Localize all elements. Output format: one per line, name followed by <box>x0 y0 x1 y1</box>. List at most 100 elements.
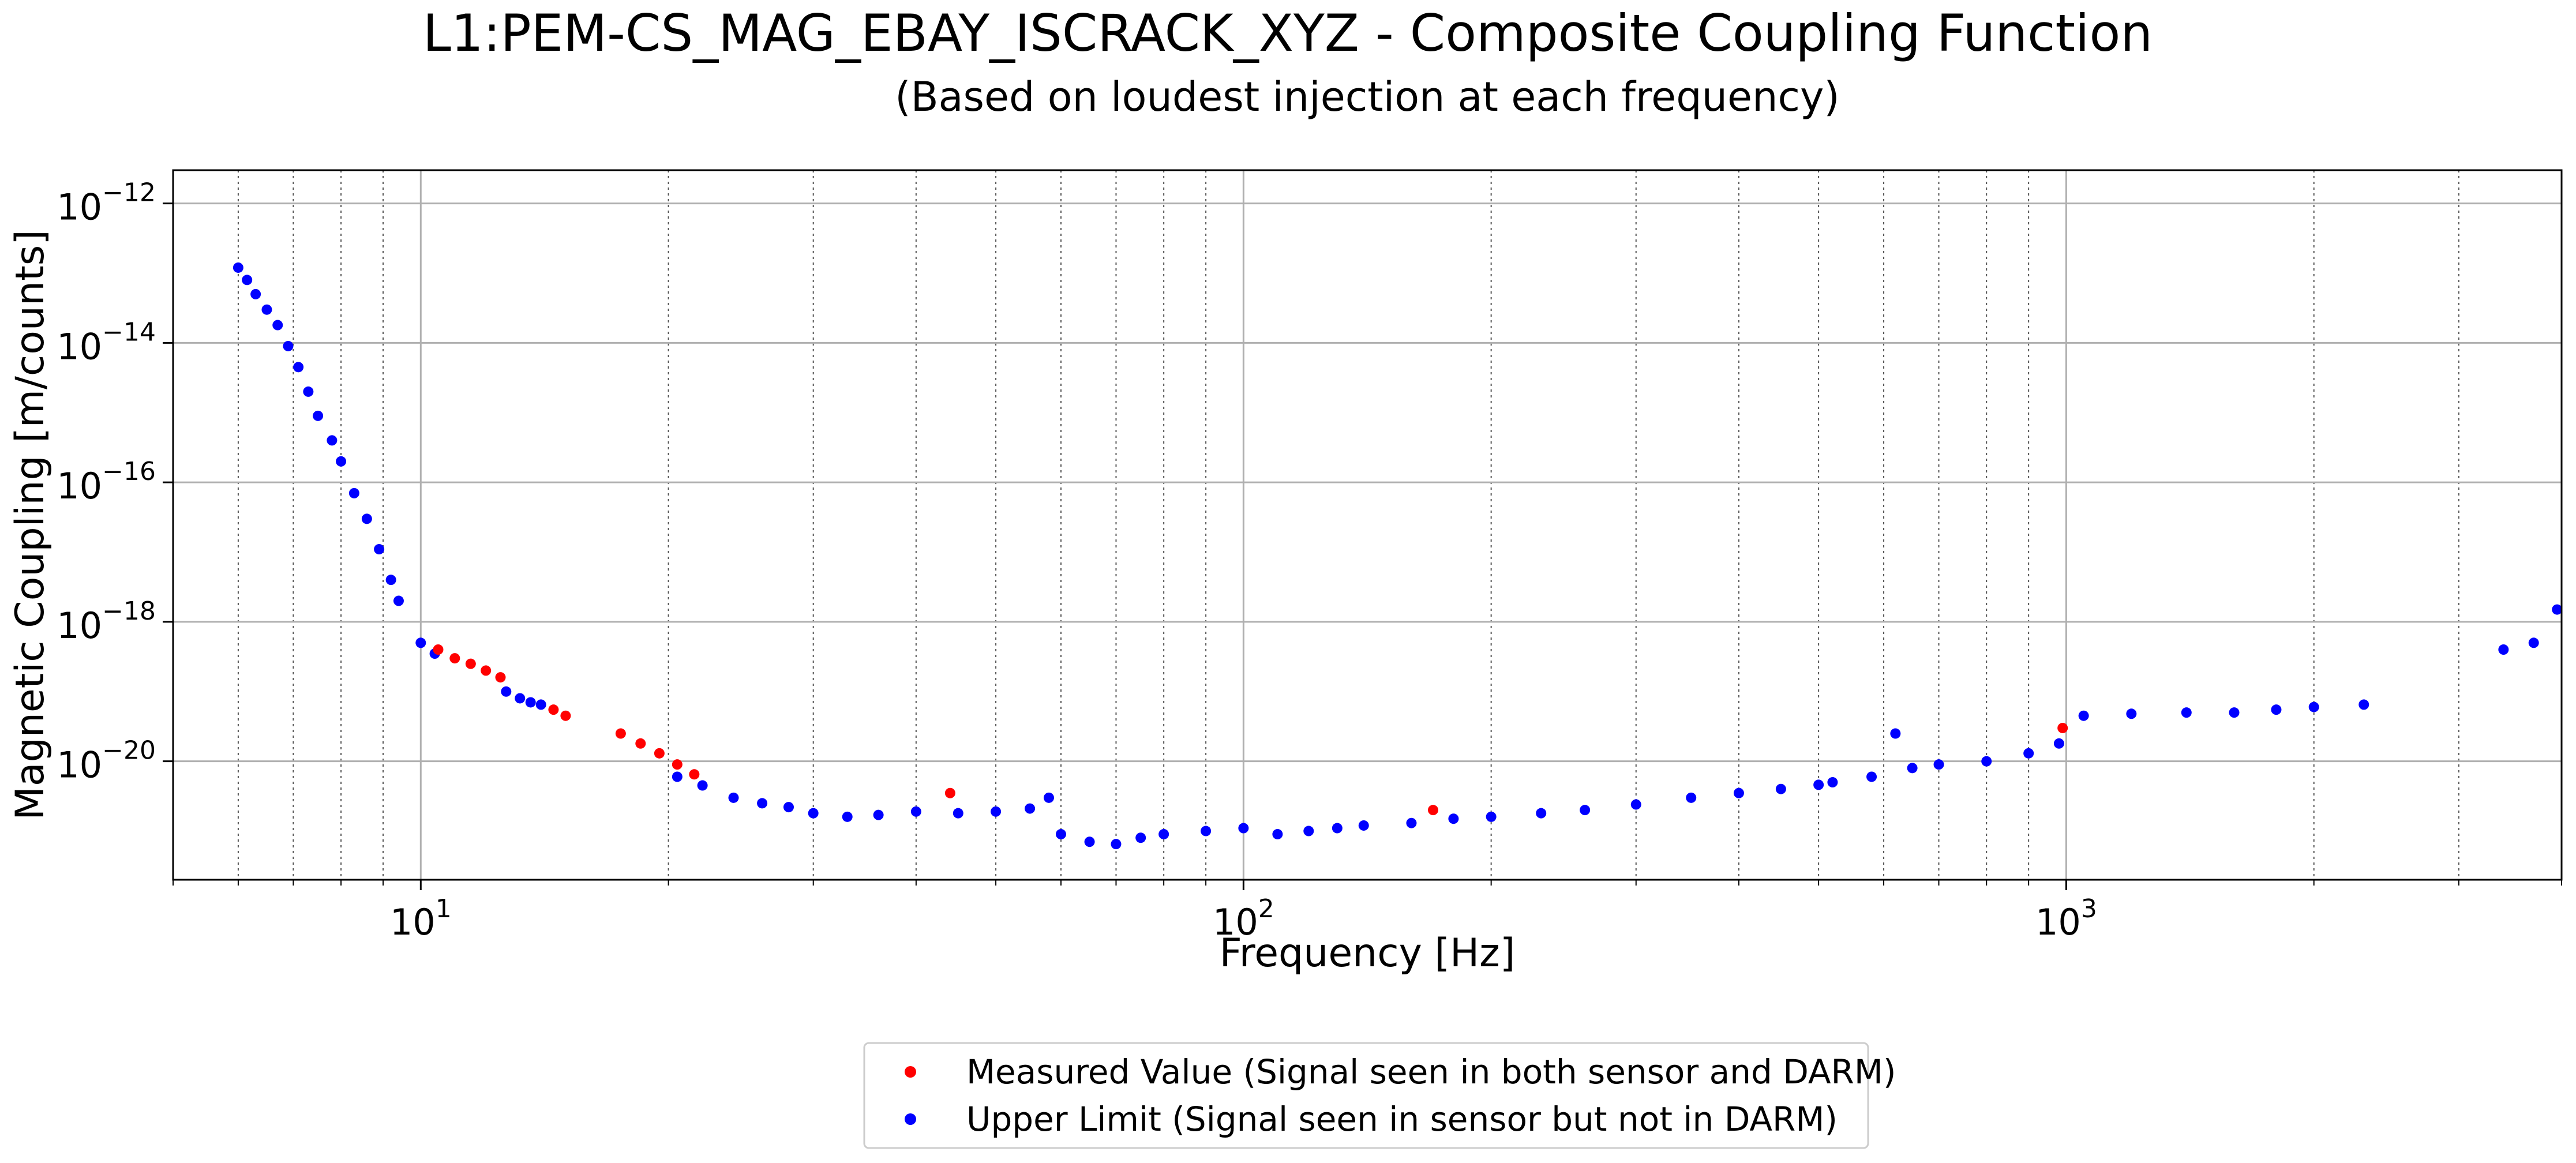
minor-grid <box>173 170 2562 880</box>
data-point <box>672 771 683 782</box>
data-point <box>1158 829 1169 840</box>
data-point <box>233 262 243 273</box>
data-point <box>385 575 396 586</box>
data-point <box>991 806 1002 817</box>
plot-frame <box>172 169 2563 881</box>
data-point <box>1536 808 1547 819</box>
data-point <box>2126 708 2137 719</box>
data-point <box>250 288 261 299</box>
data-point <box>757 798 768 809</box>
major-grid <box>173 170 2562 880</box>
series-group <box>233 262 2563 850</box>
data-point <box>873 809 884 820</box>
data-point <box>615 728 626 739</box>
y-tick-label: 10−14 <box>57 317 156 367</box>
data-point <box>2552 604 2563 615</box>
data-point <box>465 658 476 669</box>
data-point <box>1025 803 1036 814</box>
data-point <box>783 802 794 813</box>
data-point <box>293 362 304 373</box>
data-point <box>495 672 506 683</box>
data-point <box>654 748 665 759</box>
y-axis-label: Magnetic Coupling [m/counts] <box>8 230 53 820</box>
data-point <box>953 808 963 819</box>
data-point <box>1907 763 1918 774</box>
legend: Measured Value (Signal seen in both sens… <box>863 1042 1896 1149</box>
data-point <box>1486 811 1497 822</box>
y-tick-label: 10−16 <box>57 457 156 507</box>
data-point <box>1201 826 1212 836</box>
data-point <box>2023 748 2034 759</box>
data-point <box>393 595 404 606</box>
data-point <box>2181 707 2192 718</box>
data-point <box>1135 832 1146 843</box>
data-point <box>525 697 536 708</box>
data-point <box>1733 787 1744 798</box>
data-point <box>842 811 853 822</box>
data-point <box>415 637 426 648</box>
data-point <box>1630 799 1641 810</box>
legend-box <box>863 1042 1869 1149</box>
data-point <box>808 808 819 819</box>
data-point <box>672 759 683 770</box>
data-point <box>2498 644 2509 655</box>
data-point <box>374 544 385 555</box>
y-tick-label: 10−12 <box>57 178 156 228</box>
data-point <box>1272 829 1283 840</box>
data-point <box>697 780 708 791</box>
data-point <box>303 386 314 397</box>
data-point <box>2057 722 2068 733</box>
data-point <box>1303 826 1314 836</box>
data-point <box>1448 813 1459 824</box>
series-group <box>433 644 2068 816</box>
data-point <box>548 704 559 715</box>
legend-label: Measured Value (Signal seen in both sens… <box>966 1052 1896 1091</box>
data-point <box>1775 783 1786 794</box>
data-point <box>2271 704 2282 715</box>
data-point <box>2528 637 2539 648</box>
data-point <box>242 275 253 286</box>
data-point <box>313 410 324 421</box>
data-point <box>1813 779 1824 790</box>
data-point <box>1111 839 1122 850</box>
y-axis-ticks: 10−12 10−14 10−16 10−18 10−20 <box>57 178 173 786</box>
data-point <box>449 653 460 664</box>
legend-marker <box>905 1066 916 1078</box>
y-tick-label: 10−20 <box>57 736 156 786</box>
data-point <box>2053 738 2064 749</box>
data-point <box>501 686 512 697</box>
data-point <box>481 665 492 676</box>
data-point <box>515 693 526 704</box>
data-point <box>689 769 700 780</box>
data-point <box>361 513 372 524</box>
data-point <box>2308 701 2319 712</box>
x-tick-label: 103 <box>2035 894 2097 943</box>
data-point <box>2358 699 2369 710</box>
y-tick-label: 10−18 <box>57 596 156 647</box>
data-point <box>1933 759 1944 770</box>
legend-marker <box>905 1113 916 1125</box>
data-point <box>1827 777 1838 788</box>
data-point <box>635 738 646 749</box>
data-point <box>2229 707 2240 718</box>
x-tick-label: 101 <box>390 894 452 943</box>
data-point <box>272 320 283 331</box>
data-point <box>1406 817 1417 828</box>
data-point <box>1358 820 1369 831</box>
data-point <box>348 487 359 498</box>
data-point <box>1866 771 1877 782</box>
data-point <box>336 456 347 467</box>
data-point <box>1686 792 1697 803</box>
data-point <box>283 340 294 351</box>
data-point <box>1890 728 1901 739</box>
data-point <box>560 710 571 721</box>
data-point <box>433 644 444 655</box>
data-point <box>261 304 272 315</box>
chart-subtitle: (Based on loudest injection at each freq… <box>895 73 1839 121</box>
chart-title: L1:PEM-CS_MAG_EBAY_ISCRACK_XYZ - Composi… <box>423 3 2153 63</box>
data-point <box>2078 710 2089 721</box>
data-point <box>910 806 921 817</box>
data-point <box>1981 756 1992 767</box>
data-point <box>1332 823 1343 834</box>
